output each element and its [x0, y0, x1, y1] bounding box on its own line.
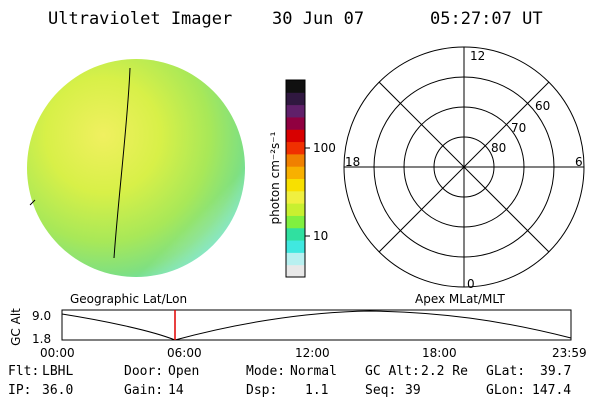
glat-value: 39.7 [540, 364, 572, 379]
seq-value: 39 [405, 383, 421, 398]
ip-value: 36.0 [42, 383, 74, 398]
colorbar-segment [286, 104, 305, 118]
door-value: Open [168, 364, 200, 379]
lat-label-60: 60 [535, 99, 550, 113]
lat-label-80: 80 [491, 141, 506, 155]
orbit-y-max: 9.0 [32, 309, 51, 323]
flt-value: LBHL [42, 364, 74, 379]
colorbar-segment [286, 80, 305, 93]
date-readout: 30 Jun 07 [272, 9, 365, 29]
colorbar-segment [286, 190, 305, 204]
colorbar-segment [286, 227, 305, 241]
mlt-label-12: 12 [470, 49, 485, 63]
mlt-label-6: 6 [575, 155, 583, 169]
ip-label: IP: [8, 383, 32, 398]
colorbar-tick-label: 10 [313, 229, 328, 243]
orbit-right-title: Apex MLat/MLT [415, 292, 505, 306]
mode-label: Mode: [246, 364, 286, 379]
app-title: Ultraviolet Imager [48, 9, 233, 29]
terminator-line [113, 67, 131, 259]
mlt-label-0: 0 [467, 277, 475, 291]
seq-label: Seq: [365, 383, 397, 398]
polar-diagonal [378, 81, 550, 253]
colorbar-segment [286, 203, 305, 216]
dsp-label: Dsp: [246, 383, 278, 398]
orbit-plot-frame [61, 309, 572, 341]
colorbar-segment [286, 252, 305, 266]
mlt-label-18: 18 [345, 155, 360, 169]
uv-disk-image [27, 59, 245, 277]
colorbar-segment [286, 240, 305, 253]
glon-label: GLon: [486, 383, 526, 398]
colorbar-segment [286, 215, 305, 229]
colorbar [286, 80, 305, 278]
colorbar-segment [286, 92, 305, 106]
gain-label: Gain: [124, 383, 164, 398]
orbit-y-axis-label: GC Alt [9, 308, 23, 346]
orbit-x-label: 18:00 [422, 346, 457, 360]
time-readout: 05:27:07 UT [430, 9, 543, 29]
colorbar-segment [286, 129, 305, 143]
colorbar-frame [285, 79, 306, 278]
orbit-left-title: Geographic Lat/Lon [70, 292, 187, 306]
colorbar-segment [286, 264, 305, 278]
orbit-y-min: 1.8 [32, 332, 51, 346]
orbit-x-label: 23:59 [552, 346, 587, 360]
colorbar-segment [286, 178, 305, 192]
colorbar-segment [286, 141, 305, 155]
glat-label: GLat: [486, 364, 526, 379]
flt-label: Flt: [8, 364, 40, 379]
limb-tick [29, 199, 36, 206]
colorbar-segment [286, 116, 305, 130]
gain-value: 14 [168, 383, 184, 398]
colorbar-segment [286, 153, 305, 167]
mode-value: Normal [290, 364, 337, 379]
lat-label-70: 70 [511, 121, 526, 135]
colorbar-tick-label: 100 [313, 141, 336, 155]
colorbar-unit-label: photon cm⁻²s⁻¹ [268, 131, 282, 224]
orbit-altitude-curve [61, 310, 572, 341]
orbit-x-label: 12:00 [295, 346, 330, 360]
polar-plot [343, 46, 585, 288]
orbit-x-label: 00:00 [40, 346, 75, 360]
gcalt-value: 2.2 Re [421, 364, 468, 379]
gcalt-label: GC Alt: [365, 364, 420, 379]
door-label: Door: [124, 364, 164, 379]
glon-value: 147.4 [532, 383, 572, 398]
colorbar-segment [286, 166, 305, 179]
dsp-value: 1.1 [305, 383, 329, 398]
orbit-x-label: 06:00 [167, 346, 202, 360]
